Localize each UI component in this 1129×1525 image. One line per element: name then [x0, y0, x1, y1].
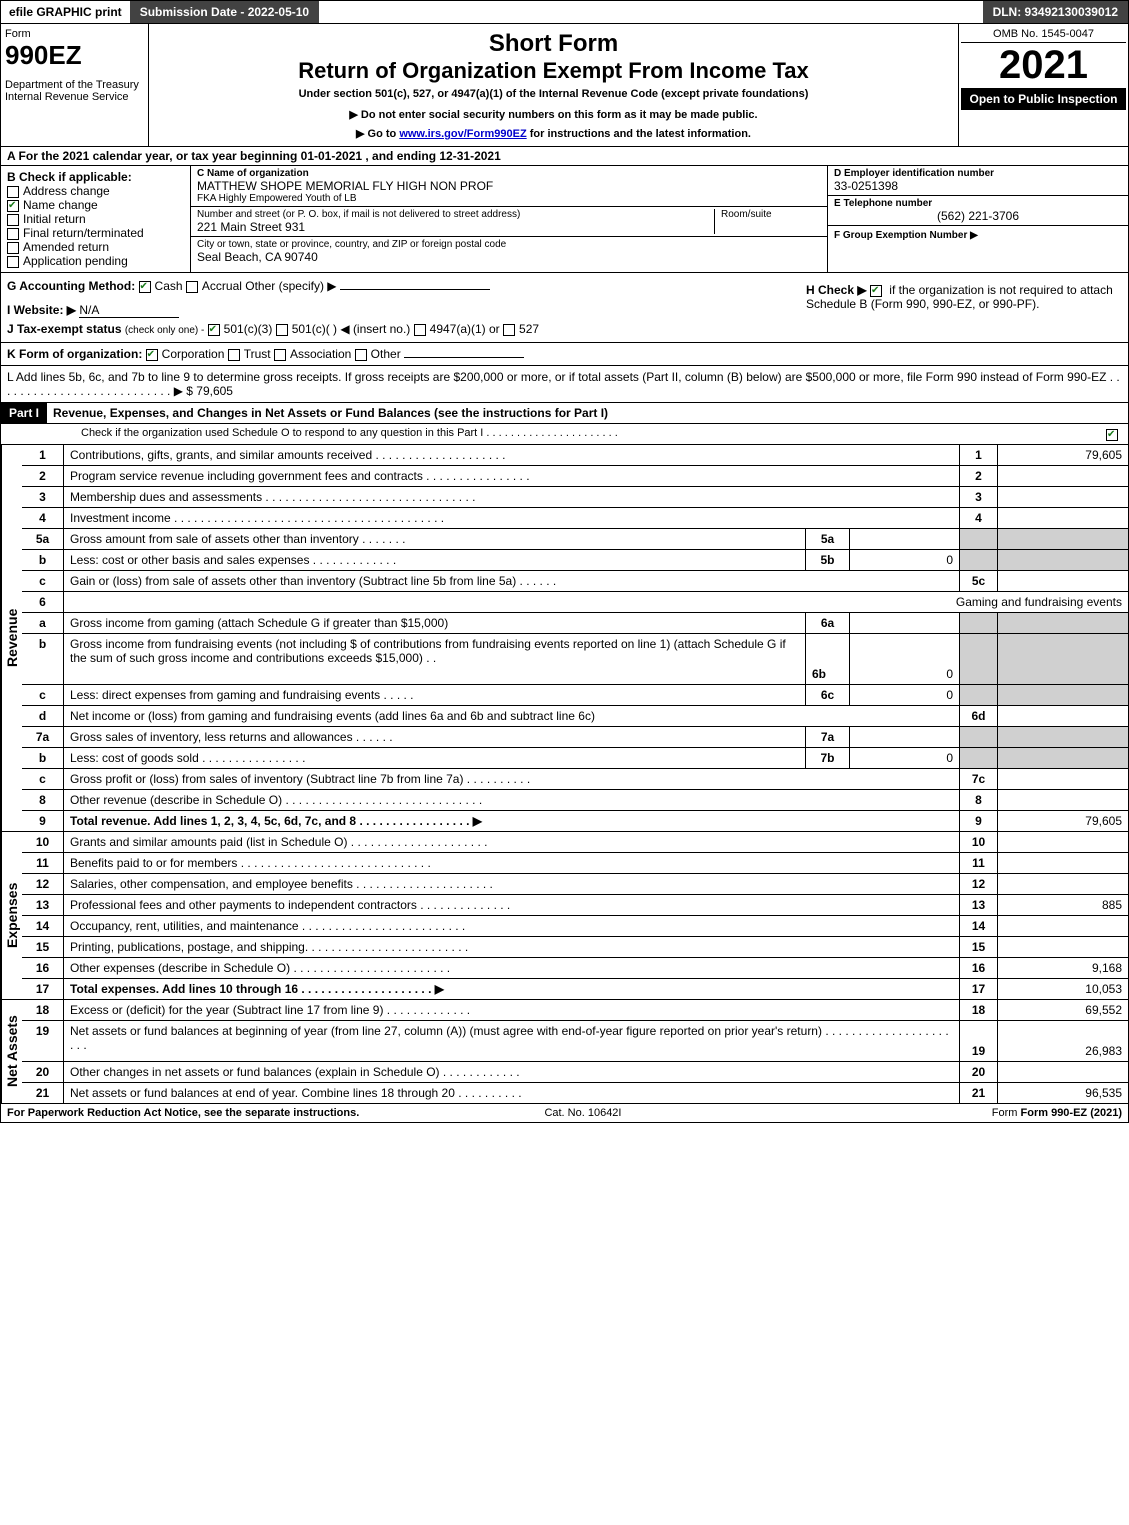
l-value: 79,605 — [196, 384, 233, 398]
website-value: N/A — [79, 303, 179, 318]
short-form-title: Short Form — [159, 30, 948, 58]
org-fka: FKA Highly Empowered Youth of LB — [197, 193, 821, 204]
net-assets-lines: 18Excess or (deficit) for the year (Subt… — [22, 1000, 1128, 1103]
part1-check-o: Check if the organization used Schedule … — [0, 424, 1129, 445]
k-label: K Form of organization: — [7, 347, 142, 361]
expenses-lines: 10Grants and similar amounts paid (list … — [22, 832, 1128, 999]
efile-label: efile GRAPHIC print — [1, 1, 130, 23]
section-b: B Check if applicable: Address change Na… — [1, 166, 191, 272]
check-address: Address change — [7, 184, 184, 198]
part1-label: Part I — [1, 403, 47, 423]
header-right: OMB No. 1545-0047 2021 Open to Public In… — [958, 24, 1128, 146]
section-d: D Employer identification number 33-0251… — [828, 166, 1128, 272]
tax-year: 2021 — [961, 43, 1126, 88]
check-pending: Application pending — [7, 254, 184, 268]
page-footer: For Paperwork Reduction Act Notice, see … — [0, 1104, 1129, 1123]
net-assets-vlabel: Net Assets — [1, 1000, 22, 1103]
part1-header: Part I Revenue, Expenses, and Changes in… — [0, 403, 1129, 424]
expenses-section: Expenses 10Grants and similar amounts pa… — [0, 832, 1129, 1000]
city-value: Seal Beach, CA 90740 — [197, 250, 821, 264]
expenses-vlabel: Expenses — [1, 832, 22, 999]
i-label: I Website: ▶ — [7, 303, 76, 317]
section-c: C Name of organization MATTHEW SHOPE MEM… — [191, 166, 828, 272]
l-text: L Add lines 5b, 6c, and 7b to line 9 to … — [7, 370, 1120, 398]
phone-label: E Telephone number — [834, 198, 1122, 209]
accounting-section: G Accounting Method: Cash Accrual Other … — [0, 273, 1129, 343]
form-label: Form — [5, 28, 144, 40]
city-label: City or town, state or province, country… — [197, 239, 821, 250]
submission-date: Submission Date - 2022-05-10 — [130, 1, 319, 23]
section-b-title: B Check if applicable: — [7, 170, 184, 184]
section-a: A For the 2021 calendar year, or tax yea… — [0, 147, 1129, 166]
ein-label: D Employer identification number — [834, 168, 1122, 179]
dept-label: Department of the Treasury — [5, 79, 144, 91]
street-label: Number and street (or P. O. box, if mail… — [197, 209, 714, 220]
revenue-section: Revenue 1Contributions, gifts, grants, a… — [0, 445, 1129, 832]
goto-suffix: for instructions and the latest informat… — [530, 128, 751, 140]
group-label: F Group Exemption Number ▶ — [834, 230, 1122, 241]
top-bar: efile GRAPHIC print Submission Date - 20… — [0, 0, 1129, 24]
revenue-lines: 1Contributions, gifts, grants, and simil… — [22, 445, 1128, 831]
org-name-block: C Name of organization MATTHEW SHOPE MEM… — [191, 166, 827, 207]
room-label: Room/suite — [721, 209, 821, 220]
form-header: Form 990EZ Department of the Treasury In… — [0, 24, 1129, 147]
city-block: City or town, state or province, country… — [191, 237, 827, 266]
accounting-left: G Accounting Method: Cash Accrual Other … — [7, 279, 802, 336]
footer-center: Cat. No. 10642I — [544, 1107, 621, 1119]
dln-label: DLN: 93492130039012 — [983, 1, 1128, 23]
footer-left: For Paperwork Reduction Act Notice, see … — [7, 1107, 359, 1119]
revenue-vlabel: Revenue — [1, 445, 22, 831]
street-value: 221 Main Street 931 — [197, 220, 714, 234]
ssn-note: ▶ Do not enter social security numbers o… — [159, 108, 948, 121]
goto-line: ▶ Go to www.irs.gov/Form990EZ for instru… — [159, 127, 948, 140]
org-name: MATTHEW SHOPE MEMORIAL FLY HIGH NON PROF — [197, 179, 821, 193]
omb-number: OMB No. 1545-0047 — [961, 26, 1126, 43]
ein-block: D Employer identification number 33-0251… — [828, 166, 1128, 196]
name-label: C Name of organization — [197, 168, 821, 179]
j-line: J Tax-exempt status (check only one) - 5… — [7, 322, 802, 336]
goto-link[interactable]: www.irs.gov/Form990EZ — [399, 128, 526, 140]
street-block: Number and street (or P. O. box, if mail… — [191, 207, 827, 237]
goto-prefix: ▶ Go to — [356, 128, 399, 140]
check-amended: Amended return — [7, 240, 184, 254]
group-block: F Group Exemption Number ▶ — [828, 226, 1128, 245]
h-section: H Check ▶ if the organization is not req… — [802, 279, 1122, 336]
header-center: Short Form Return of Organization Exempt… — [149, 24, 958, 146]
check-o-text: Check if the organization used Schedule … — [1, 424, 1100, 444]
check-name: Name change — [7, 198, 184, 212]
check-initial: Initial return — [7, 212, 184, 226]
line-l: L Add lines 5b, 6c, and 7b to line 9 to … — [0, 366, 1129, 403]
header-left: Form 990EZ Department of the Treasury In… — [1, 24, 149, 146]
phone-value: (562) 221-3706 — [834, 209, 1122, 223]
check-final: Final return/terminated — [7, 226, 184, 240]
part1-title: Revenue, Expenses, and Changes in Net As… — [47, 403, 1128, 423]
i-line: I Website: ▶ N/A — [7, 303, 802, 318]
return-title: Return of Organization Exempt From Incom… — [159, 58, 948, 84]
open-public: Open to Public Inspection — [961, 88, 1126, 110]
g-line: G Accounting Method: Cash Accrual Other … — [7, 279, 802, 293]
g-label: G Accounting Method: — [7, 279, 135, 293]
net-assets-section: Net Assets 18Excess or (deficit) for the… — [0, 1000, 1129, 1104]
irs-label: Internal Revenue Service — [5, 91, 144, 103]
check-o-box — [1106, 429, 1118, 441]
footer-right: Form Form 990-EZ (2021) — [992, 1107, 1122, 1119]
j-label: J Tax-exempt status — [7, 322, 122, 336]
line-k: K Form of organization: Corporation Trus… — [0, 343, 1129, 366]
form-number: 990EZ — [5, 40, 144, 71]
section-bcd: B Check if applicable: Address change Na… — [0, 166, 1129, 273]
under-section: Under section 501(c), 527, or 4947(a)(1)… — [159, 88, 948, 100]
phone-block: E Telephone number (562) 221-3706 — [828, 196, 1128, 226]
h-label: H Check ▶ — [806, 283, 867, 297]
ein-value: 33-0251398 — [834, 179, 1122, 193]
